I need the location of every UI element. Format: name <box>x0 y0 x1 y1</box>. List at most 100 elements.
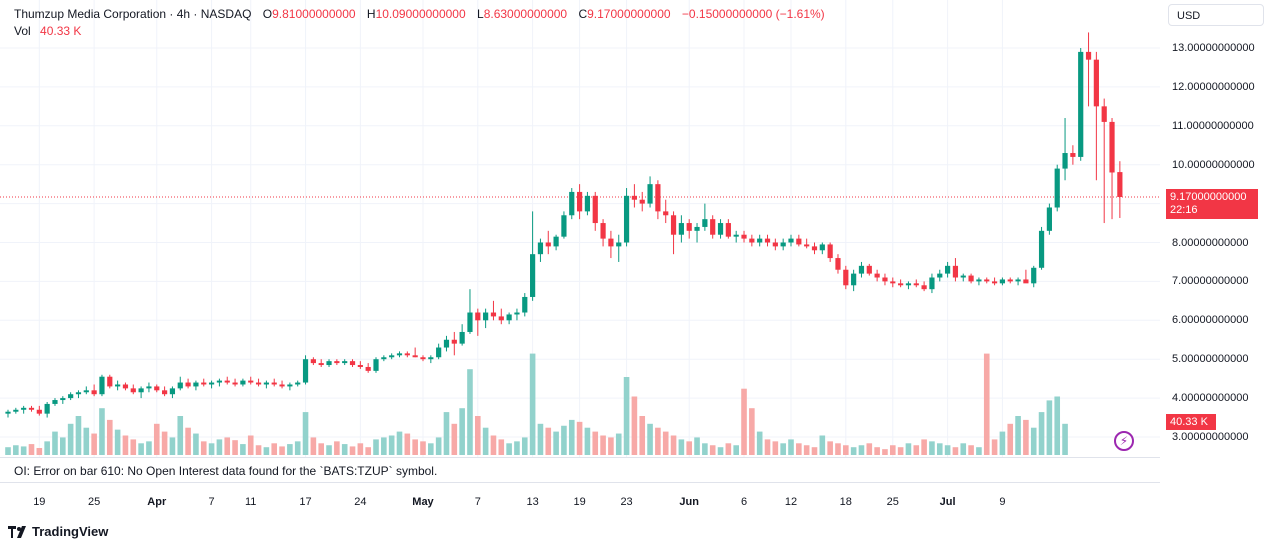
candle-body <box>710 219 716 235</box>
volume-bar <box>1007 423 1014 455</box>
candle-body <box>623 195 630 243</box>
volume-bar <box>796 443 802 455</box>
currency-button[interactable]: USD <box>1168 4 1264 26</box>
volume-bar <box>772 441 779 455</box>
volume-bar <box>208 443 215 455</box>
low-label: L <box>477 7 484 21</box>
volume-bar <box>905 443 912 455</box>
volume-bar <box>13 445 19 455</box>
candle-body <box>905 283 912 286</box>
volume-bar <box>1030 427 1037 455</box>
candle-body <box>858 265 865 274</box>
time-tick-label: 7 <box>208 496 215 508</box>
candle-body <box>36 409 42 414</box>
candle-body <box>725 223 731 237</box>
candle-body <box>1062 153 1068 169</box>
candle-body <box>631 195 637 200</box>
volume-bar <box>83 427 90 455</box>
candle-body <box>553 236 559 247</box>
candle-body <box>545 242 551 247</box>
volume-bar <box>271 443 278 455</box>
candle-body <box>467 312 473 332</box>
open-label: O <box>262 7 273 21</box>
volume-bar <box>976 447 982 455</box>
candle-body <box>678 223 684 235</box>
time-tick-label: Apr <box>147 496 167 508</box>
time-tick-label: 18 <box>839 496 852 508</box>
volume-bar <box>52 431 58 455</box>
candle-body <box>937 273 943 278</box>
volume-bar <box>756 431 763 455</box>
volume-bar <box>169 437 176 455</box>
tradingview-logo-icon <box>8 525 26 538</box>
candle-body <box>68 394 74 399</box>
volume-bar <box>835 443 841 455</box>
lightning-icon[interactable]: ⚡ <box>1114 431 1134 451</box>
volume-bar <box>592 431 599 455</box>
candle-body <box>310 359 316 364</box>
volume-bar <box>318 443 324 455</box>
symbol-title[interactable]: Thumzup Media Corporation · 4h · NASDAQ <box>14 7 252 21</box>
candle-body <box>396 353 403 356</box>
candle-body <box>530 254 536 297</box>
volume-bar <box>161 431 168 455</box>
volume-bar <box>647 423 653 455</box>
candle-body <box>193 382 199 387</box>
candle-body <box>75 392 82 395</box>
legend-row-ohlc: Thumzup Media Corporation · 4h · NASDAQ … <box>14 6 825 23</box>
candle-body <box>5 411 11 414</box>
volume-bar <box>263 447 270 455</box>
price-tick-label: 11.00000000000 <box>1172 119 1254 132</box>
volume-bar <box>858 445 865 455</box>
candle-body <box>584 195 591 212</box>
brand-name: TradingView <box>32 524 109 539</box>
candle-body <box>60 398 66 401</box>
volume-bar <box>357 443 364 455</box>
candle-body <box>647 184 653 204</box>
volume-bar <box>216 439 223 455</box>
candle-body <box>600 223 606 239</box>
volume-bar <box>866 443 873 455</box>
volume-bar <box>960 443 967 455</box>
tradingview-logo[interactable]: TradingView <box>8 524 108 539</box>
candle-body <box>208 382 215 385</box>
volume-bar <box>349 446 356 455</box>
time-axis[interactable]: 19 25 Apr 7 11 17 24 May 7 13 19 23 Jun 6 12 18 25 Jul 9 <box>0 490 1160 514</box>
volume-bar <box>475 416 481 455</box>
time-tick-label: 6 <box>740 496 748 508</box>
price-tick-label: 6.00000000000 <box>1172 314 1249 327</box>
volume-label[interactable]: Vol <box>14 24 31 38</box>
volume-bar <box>381 437 387 455</box>
candlestick-chart[interactable] <box>0 0 1160 457</box>
candle-body <box>976 279 982 282</box>
volume-bar <box>388 435 395 455</box>
volume-bar <box>662 431 669 455</box>
price-tick-label: 13.00000000000 <box>1172 42 1255 54</box>
candle-body <box>326 361 332 366</box>
volume-bar <box>20 446 27 455</box>
price-tick-label: 4.00000000000 <box>1172 392 1249 405</box>
volume-bar <box>490 435 497 455</box>
time-tick-label: 23 <box>620 496 633 508</box>
price-tick-label: 12.00000000000 <box>1172 80 1255 93</box>
volume-bar <box>428 443 434 455</box>
price-axis[interactable]: 3.00000000000 4.00000000000 5.00000000000 6… <box>1160 0 1271 490</box>
candle-body <box>381 357 387 360</box>
volume-bar <box>396 431 403 455</box>
change-value: −0.15000000000 (−1.61%) <box>681 7 825 21</box>
volume-bar <box>694 437 700 455</box>
candle-body <box>514 312 520 315</box>
volume-bar <box>506 443 512 455</box>
volume-bar <box>944 445 951 455</box>
volume-bar <box>670 435 677 455</box>
candle-body <box>843 269 849 286</box>
volume-bar <box>404 433 411 455</box>
chart-pane[interactable] <box>0 0 1160 457</box>
volume-bar <box>843 445 849 455</box>
candle-body <box>357 365 363 367</box>
candle-body <box>365 366 371 371</box>
time-tick-label: 17 <box>299 496 312 508</box>
volume-value: 40.33 K <box>40 24 82 38</box>
candle-body <box>1109 121 1115 173</box>
volume-bar <box>897 447 904 455</box>
